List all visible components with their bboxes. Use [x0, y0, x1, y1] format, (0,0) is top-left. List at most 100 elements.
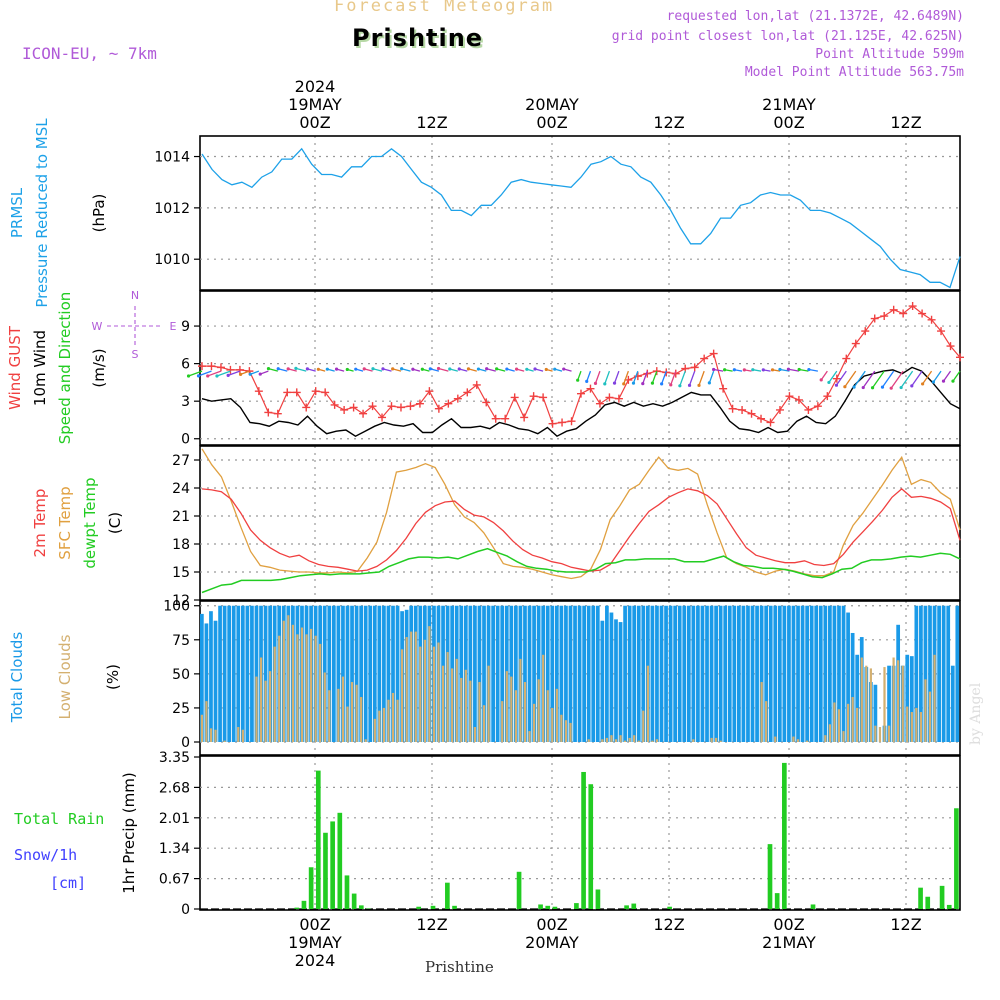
wind-arrow-head	[807, 367, 811, 372]
time-hour-label: 12Z	[653, 915, 684, 934]
wind-gust-marker	[937, 327, 946, 336]
low-cloud-bar	[391, 692, 395, 742]
wind-direction-arrow	[268, 368, 278, 372]
time-hour-label: 00Z	[773, 113, 804, 132]
total-cloud-bar	[737, 605, 741, 742]
rain-bar	[774, 893, 780, 909]
wind-gust-marker	[738, 405, 747, 414]
compass-east: E	[170, 320, 177, 333]
wind-arrow-head	[305, 367, 309, 371]
y-tick-label: 75	[172, 633, 190, 649]
total-cloud-bar	[887, 665, 891, 742]
low-cloud-bar	[569, 722, 572, 742]
wind-gust-marker	[558, 418, 567, 427]
wind-direction-arrow	[862, 370, 876, 388]
low-cloud-bar	[633, 735, 636, 742]
low-cloud-bar	[878, 727, 882, 742]
low-cloud-bar	[382, 707, 386, 742]
y-tick-label: 9	[181, 319, 190, 335]
low-cloud-bar	[860, 657, 863, 742]
wind-arrow-head	[723, 368, 727, 372]
wind-arrow-head	[921, 382, 925, 386]
total-cloud-bar	[928, 605, 932, 742]
low-cloud-bar	[528, 731, 531, 742]
total-cloud-bar	[673, 605, 678, 742]
time-hour-label: 12Z	[890, 113, 921, 132]
total-cloud-bar	[791, 605, 796, 742]
wind-arrow-head	[476, 367, 481, 371]
total-cloud-bar	[773, 605, 778, 742]
wind-arrow-head	[712, 367, 716, 372]
rain-bar	[545, 905, 551, 909]
total-cloud-bar	[759, 605, 764, 742]
low-cloud-bar	[410, 631, 413, 742]
wind-arrow-head	[585, 379, 589, 384]
precip-unit: 1hr Precip (mm)	[120, 772, 138, 893]
time-date-label: 19MAY	[288, 933, 342, 952]
y-tick-label: 12	[172, 593, 190, 609]
low-cloud-bar	[637, 740, 640, 742]
low-cloud-bar	[915, 707, 918, 742]
wind-arrow-head	[316, 367, 320, 371]
time-hour-label: 12Z	[416, 915, 447, 934]
wind-arrow-head	[196, 374, 201, 378]
wind-gust-marker	[415, 399, 424, 408]
total-cloud-bar	[923, 605, 928, 742]
wind-direction-arrow	[890, 370, 904, 389]
total-cloud-bar	[677, 605, 682, 742]
rain-bar	[516, 871, 522, 909]
low-cloud-bar	[296, 634, 299, 742]
low-cloud-bar	[473, 727, 477, 742]
low-cloud-bar	[692, 739, 695, 742]
wind-unit: (m/s)	[90, 348, 108, 387]
total-cloud-bar	[391, 605, 395, 742]
wind-arrow-head	[910, 384, 914, 388]
y-tick-label: 0.67	[159, 872, 190, 888]
low-cloud-bar	[482, 705, 486, 742]
wind-gust-marker	[595, 399, 604, 408]
rain-bar	[452, 905, 457, 909]
low-cloud-bar	[760, 682, 763, 742]
wind-arrow-head	[742, 368, 746, 372]
time-hour-label: 12Z	[653, 113, 684, 132]
wind-arrow-head	[931, 380, 936, 384]
total-cloud-bar	[937, 605, 941, 742]
wind-arrow-head	[603, 382, 607, 386]
wind-gust-marker	[880, 312, 889, 321]
total-cloud-bar	[686, 605, 691, 742]
wind-gust-marker	[908, 302, 917, 311]
low-cloud-bar	[869, 668, 872, 742]
chart-title: Prishtine	[352, 24, 484, 52]
time-date-label: 19MAY	[288, 95, 342, 114]
total-cloud-bar	[941, 605, 946, 742]
compass-west: W	[92, 320, 103, 333]
wind-direction-arrow	[942, 370, 952, 382]
wind-arrow-head	[660, 382, 664, 386]
rain-bar	[330, 821, 335, 909]
wind-gust-marker	[586, 384, 595, 393]
total-cloud-bar	[341, 605, 345, 742]
pressure-label-1: PRMSL	[8, 187, 26, 238]
wind-arrow-head	[732, 368, 736, 372]
wind-arrow-head	[553, 367, 557, 371]
wind-direction-arrow	[779, 368, 790, 372]
rain-bar	[301, 900, 307, 909]
total-cloud-bar	[946, 605, 951, 742]
rain-bar	[294, 907, 300, 909]
total-cloud-bar	[586, 605, 591, 742]
dewpt-line	[201, 547, 961, 594]
total-cloud-bar	[873, 684, 878, 742]
low-cloud-bar	[851, 697, 854, 742]
panel-frame	[199, 445, 961, 601]
wind-arrow-head	[889, 386, 893, 390]
low-cloud-bar	[360, 697, 363, 742]
compass-north: N	[131, 289, 139, 302]
wind-direction-arrow	[295, 367, 307, 372]
total-cloud-bar	[750, 605, 755, 742]
low-cloud-bar	[560, 714, 563, 742]
wind-gust-marker	[946, 342, 955, 351]
bottom-station-name: Prishtine	[425, 958, 494, 976]
wind-gust-marker	[728, 404, 737, 413]
low-cloud-bar	[455, 658, 458, 742]
wind-arrow-head	[834, 383, 839, 387]
